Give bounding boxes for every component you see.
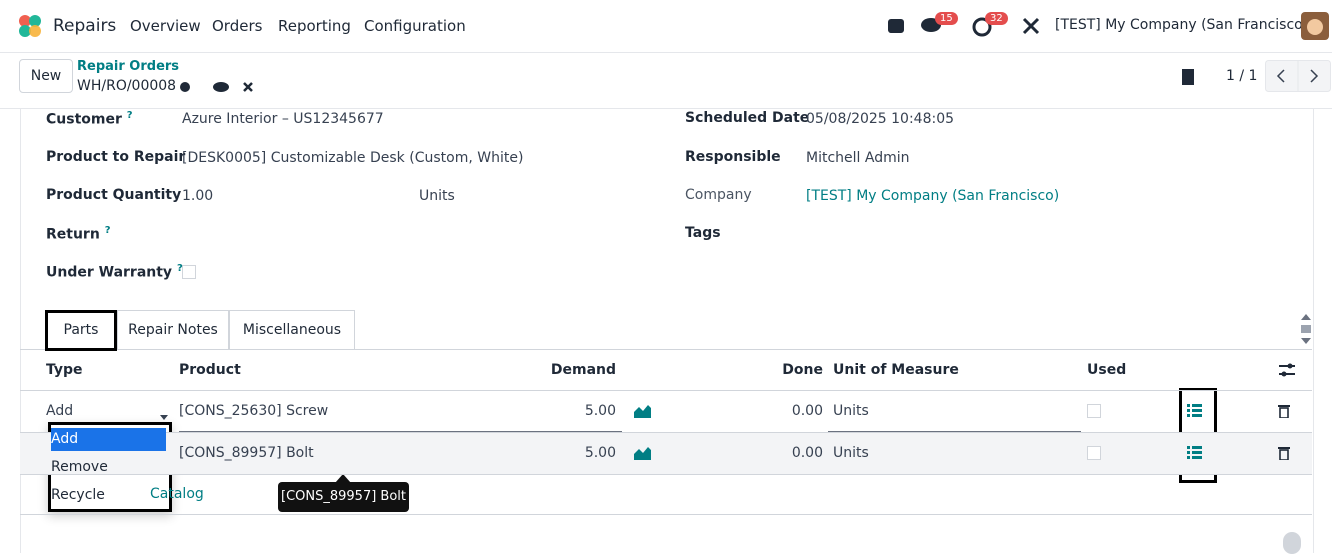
tooltip: [CONS_89957] Bolt bbox=[278, 482, 409, 512]
app-name[interactable]: Repairs bbox=[53, 16, 117, 36]
activities-badge: 32 bbox=[985, 12, 1008, 25]
catalog-link[interactable]: Catalog bbox=[150, 486, 204, 502]
table-header-bg bbox=[20, 350, 1312, 391]
cell-demand: 5.00 bbox=[584, 445, 616, 461]
help-icon[interactable]: ? bbox=[126, 110, 133, 121]
company-switch[interactable]: [TEST] My Company (San Francisco) bbox=[1055, 17, 1309, 33]
navbar bbox=[0, 0, 1332, 53]
scroll-arrows[interactable] bbox=[1299, 312, 1313, 346]
forecast-icon[interactable] bbox=[634, 446, 651, 460]
optional-columns[interactable] bbox=[1278, 362, 1296, 378]
table-row[interactable] bbox=[20, 391, 1312, 433]
pager: 1 / 1 bbox=[1226, 68, 1258, 84]
used-checkbox[interactable] bbox=[1087, 446, 1101, 460]
cell-uom[interactable]: Units bbox=[833, 403, 869, 419]
field-label: Responsible bbox=[685, 149, 781, 165]
menu-item[interactable]: Overview bbox=[130, 17, 201, 35]
cell-type[interactable]: Add bbox=[46, 403, 74, 419]
app-logo[interactable] bbox=[18, 14, 42, 38]
help-icon[interactable]: ? bbox=[104, 225, 111, 236]
dropdown-option[interactable]: Add bbox=[51, 428, 166, 451]
field-value[interactable]: 1.00 bbox=[182, 188, 214, 204]
cell-done: 0.00 bbox=[791, 403, 823, 419]
dropdown-option[interactable]: Recycle bbox=[51, 487, 105, 503]
form-sheet bbox=[20, 109, 1314, 553]
column-header[interactable]: Demand bbox=[550, 362, 616, 378]
menu-item[interactable]: Reporting bbox=[278, 17, 351, 35]
messages-badge: 15 bbox=[935, 12, 958, 25]
field-label: Customer ? bbox=[46, 110, 133, 128]
breadcrumb[interactable]: Repair Orders bbox=[77, 59, 180, 74]
pager-buttons[interactable] bbox=[1265, 60, 1331, 92]
column-header[interactable]: Unit of Measure bbox=[833, 362, 959, 378]
field-value[interactable]: Mitchell Admin bbox=[806, 150, 910, 166]
field-value[interactable]: Azure Interior – US12345677 bbox=[182, 111, 384, 127]
underline bbox=[828, 431, 1081, 432]
tools-icon[interactable] bbox=[1022, 17, 1040, 35]
forecast-icon[interactable] bbox=[634, 404, 651, 418]
activity-icon[interactable] bbox=[972, 17, 992, 37]
column-header[interactable]: Type bbox=[46, 362, 83, 378]
tab[interactable]: Miscellaneous bbox=[229, 310, 355, 349]
type-caret[interactable] bbox=[160, 408, 168, 420]
underline bbox=[179, 431, 622, 432]
field-label: Company bbox=[685, 187, 752, 203]
field-label: Product to Repair bbox=[46, 149, 186, 165]
field-value[interactable]: [DESK0005] Customizable Desk (Custom, Wh… bbox=[182, 150, 524, 166]
dropdown-option[interactable]: Remove bbox=[51, 459, 108, 475]
column-header[interactable]: Product bbox=[179, 362, 241, 378]
field-label: Scheduled Date bbox=[685, 110, 810, 126]
record-name: WH/RO/00008 bbox=[77, 78, 177, 94]
pager-icon[interactable] bbox=[1180, 67, 1196, 87]
cell-uom[interactable]: Units bbox=[833, 445, 869, 461]
tab-line bbox=[20, 349, 1312, 350]
field-label: Return ? bbox=[46, 225, 111, 243]
detail-icon[interactable] bbox=[1187, 404, 1202, 417]
delete-icon[interactable] bbox=[1278, 446, 1290, 461]
detail-icon[interactable] bbox=[1187, 446, 1202, 459]
menu-item[interactable]: Configuration bbox=[364, 17, 466, 35]
divider bbox=[0, 108, 1332, 109]
cell-product[interactable]: [CONS_89957] Bolt bbox=[179, 445, 314, 461]
cell-demand: 5.00 bbox=[584, 403, 616, 419]
record-actions[interactable] bbox=[178, 79, 258, 95]
field-value[interactable]: [TEST] My Company (San Francisco) bbox=[806, 188, 1060, 204]
cell-product[interactable]: [CONS_25630] Screw bbox=[179, 403, 329, 419]
cell-done: 0.00 bbox=[791, 445, 823, 461]
field-value[interactable]: 05/08/2025 10:48:05 bbox=[806, 111, 955, 127]
field-label: Tags bbox=[685, 225, 721, 241]
menu-item[interactable]: Orders bbox=[212, 17, 263, 35]
column-header[interactable]: Done bbox=[782, 362, 823, 378]
avatar[interactable] bbox=[1301, 12, 1329, 40]
field-label: Product Quantity bbox=[46, 187, 182, 203]
scroll-thumb bbox=[1283, 532, 1301, 554]
column-header[interactable]: Used bbox=[1087, 362, 1127, 378]
tooltip-arrow bbox=[335, 474, 351, 483]
field-unit: Units bbox=[419, 188, 455, 204]
new-button[interactable]: New bbox=[19, 59, 73, 93]
table-footer bbox=[20, 514, 1312, 515]
warranty-checkbox[interactable] bbox=[182, 265, 196, 279]
delete-icon[interactable] bbox=[1278, 404, 1290, 419]
field-label: Under Warranty ? bbox=[46, 263, 183, 281]
used-checkbox[interactable] bbox=[1087, 404, 1101, 418]
phone-icon[interactable] bbox=[886, 16, 906, 36]
help-icon[interactable]: ? bbox=[176, 263, 183, 274]
tab[interactable]: Repair Notes bbox=[117, 310, 229, 349]
tab[interactable]: Parts bbox=[45, 310, 117, 351]
